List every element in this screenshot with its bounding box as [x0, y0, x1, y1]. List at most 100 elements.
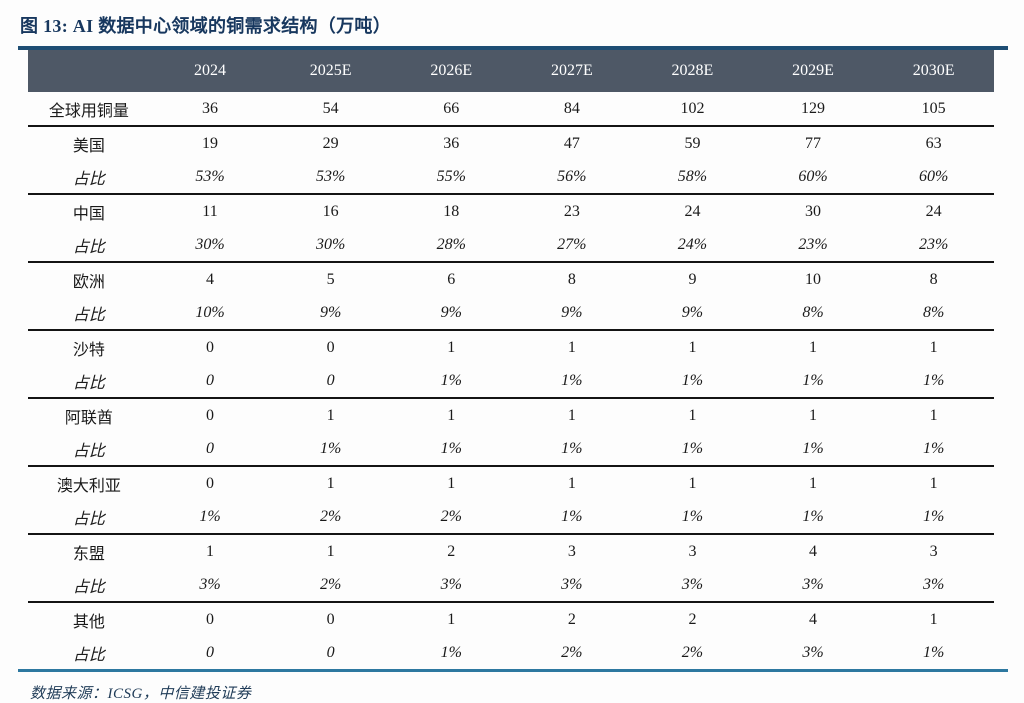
row-label: 占比 [28, 364, 150, 399]
data-cell: 9% [511, 296, 633, 331]
data-cell: 3% [390, 568, 512, 603]
header-row: 2024 2025E 2026E 2027E 2028E 2029E 2030E [28, 50, 994, 92]
data-cell: 53% [270, 160, 391, 195]
data-cell: 1% [873, 500, 994, 535]
row-label: 占比 [28, 160, 150, 195]
data-cell: 60% [873, 160, 994, 195]
data-cell: 1 [326, 542, 335, 560]
data-cell: 55% [390, 160, 512, 195]
region-row: 中国 11 16 18 23 24 30 24 [28, 194, 994, 228]
data-cell: 6 [447, 270, 456, 288]
data-cell: 1% [873, 364, 994, 399]
row-label: 欧洲 [72, 273, 105, 291]
data-cell: 2% [561, 643, 583, 661]
data-cell: 2% [270, 500, 391, 535]
row-label: 占比 [28, 432, 150, 467]
data-cell: 1% [923, 643, 945, 661]
data-cell: 0 [206, 338, 214, 356]
data-cell: 29 [322, 134, 339, 152]
data-cell: 3 [929, 542, 938, 560]
data-cell: 3% [632, 568, 753, 603]
data-cell: 2% [390, 500, 512, 535]
data-cell: 0 [149, 432, 271, 467]
data-cell: 8% [873, 296, 994, 331]
data-cell: 105 [873, 92, 994, 127]
row-label: 澳大利亚 [56, 477, 121, 495]
data-cell: 27% [511, 228, 633, 263]
row-label: 其他 [72, 613, 105, 631]
data-cell: 1% [632, 500, 753, 535]
data-cell: 1% [632, 432, 753, 467]
data-cell: 1 [809, 474, 818, 492]
data-cell: 23% [752, 228, 874, 263]
data-cell: 16 [322, 202, 339, 220]
data-cell: 1% [511, 432, 633, 467]
data-cell: 24 [684, 202, 701, 220]
data-cell: 1 [688, 474, 697, 492]
data-cell: 1% [390, 432, 512, 467]
data-cell: 1% [440, 643, 462, 661]
data-cell: 84 [511, 92, 633, 127]
data-cell: 3 [567, 542, 576, 560]
table-body: 全球用铜量 36 54 66 84 102 129 105 美国 19 29 36 47 59 77 63 占比… [28, 92, 994, 669]
data-cell: 24 [925, 202, 942, 220]
share-row: 占比 0 1% 1% 1% 1% 1% 1% [28, 432, 994, 467]
column-header-2027e: 2027E [511, 50, 633, 92]
data-cell: 8% [752, 296, 874, 331]
region-row: 美国 19 29 36 47 59 77 63 [28, 126, 994, 160]
data-cell: 30% [270, 228, 391, 263]
data-cell: 19 [202, 134, 218, 152]
data-cell: 0 [149, 364, 271, 399]
data-cell: 1 [929, 338, 938, 356]
data-cell: 1% [752, 500, 874, 535]
share-row: 占比 0 0 1% 1% 1% 1% 1% [28, 364, 994, 399]
data-cell: 1 [447, 406, 456, 424]
bottom-rule [18, 669, 1008, 672]
share-row: 占比 10% 9% 9% 9% 9% 8% 8% [28, 296, 994, 331]
data-cell: 3% [752, 568, 874, 603]
table-wrap: 2024 2025E 2026E 2027E 2028E 2029E 2030E 全球用铜量… [28, 50, 994, 669]
data-cell: 3 [688, 542, 697, 560]
figure-title: 图 13: AI 数据中心领域的铜需求结构（万吨） [20, 16, 391, 36]
data-cell: 28% [390, 228, 512, 263]
row-label: 阿联酋 [64, 409, 113, 427]
data-cell: 30 [805, 202, 822, 220]
data-cell: 2% [270, 568, 391, 603]
column-header-2025e: 2025E [270, 50, 391, 92]
data-cell: 8 [929, 270, 938, 288]
share-row: 占比 30% 30% 28% 27% 24% 23% 23% [28, 228, 994, 263]
region-row: 澳大利亚 0 1 1 1 1 1 1 [28, 466, 994, 500]
data-cell: 30% [149, 228, 271, 263]
data-cell: 4 [809, 610, 818, 628]
row-label: 占比 [28, 296, 150, 331]
data-cell: 0 [326, 338, 335, 356]
data-cell: 8 [567, 270, 576, 288]
data-cell: 1 [688, 338, 697, 356]
data-cell: 1 [688, 406, 697, 424]
data-cell: 0 [206, 610, 214, 628]
region-row: 阿联酋 0 1 1 1 1 1 1 [28, 398, 994, 432]
data-cell: 18 [443, 202, 460, 220]
data-cell: 2% [681, 643, 704, 661]
region-row: 其他 0 0 1 2 2 4 1 [28, 602, 994, 636]
data-cell: 0 [326, 643, 335, 661]
column-header-2030e: 2030E [873, 50, 994, 92]
data-cell: 23 [563, 202, 580, 220]
data-cell: 10 [805, 270, 822, 288]
data-cell: 1 [809, 338, 818, 356]
title-rule [18, 46, 1008, 50]
data-cell: 1% [511, 364, 633, 399]
data-cell: 3% [873, 568, 994, 603]
data-cell: 66 [390, 92, 512, 127]
data-cell: 23% [873, 228, 994, 263]
data-cell: 1 [929, 474, 938, 492]
data-cell: 54 [270, 92, 391, 127]
data-cell: 47 [563, 134, 580, 152]
data-cell: 1% [632, 364, 753, 399]
data-cell: 63 [925, 134, 942, 152]
data-cell: 129 [752, 92, 874, 127]
share-row: 占比 53% 53% 55% 56% 58% 60% 60% [28, 160, 994, 195]
data-cell: 58% [632, 160, 753, 195]
data-cell: 0 [206, 643, 214, 661]
data-cell: 1 [567, 474, 576, 492]
